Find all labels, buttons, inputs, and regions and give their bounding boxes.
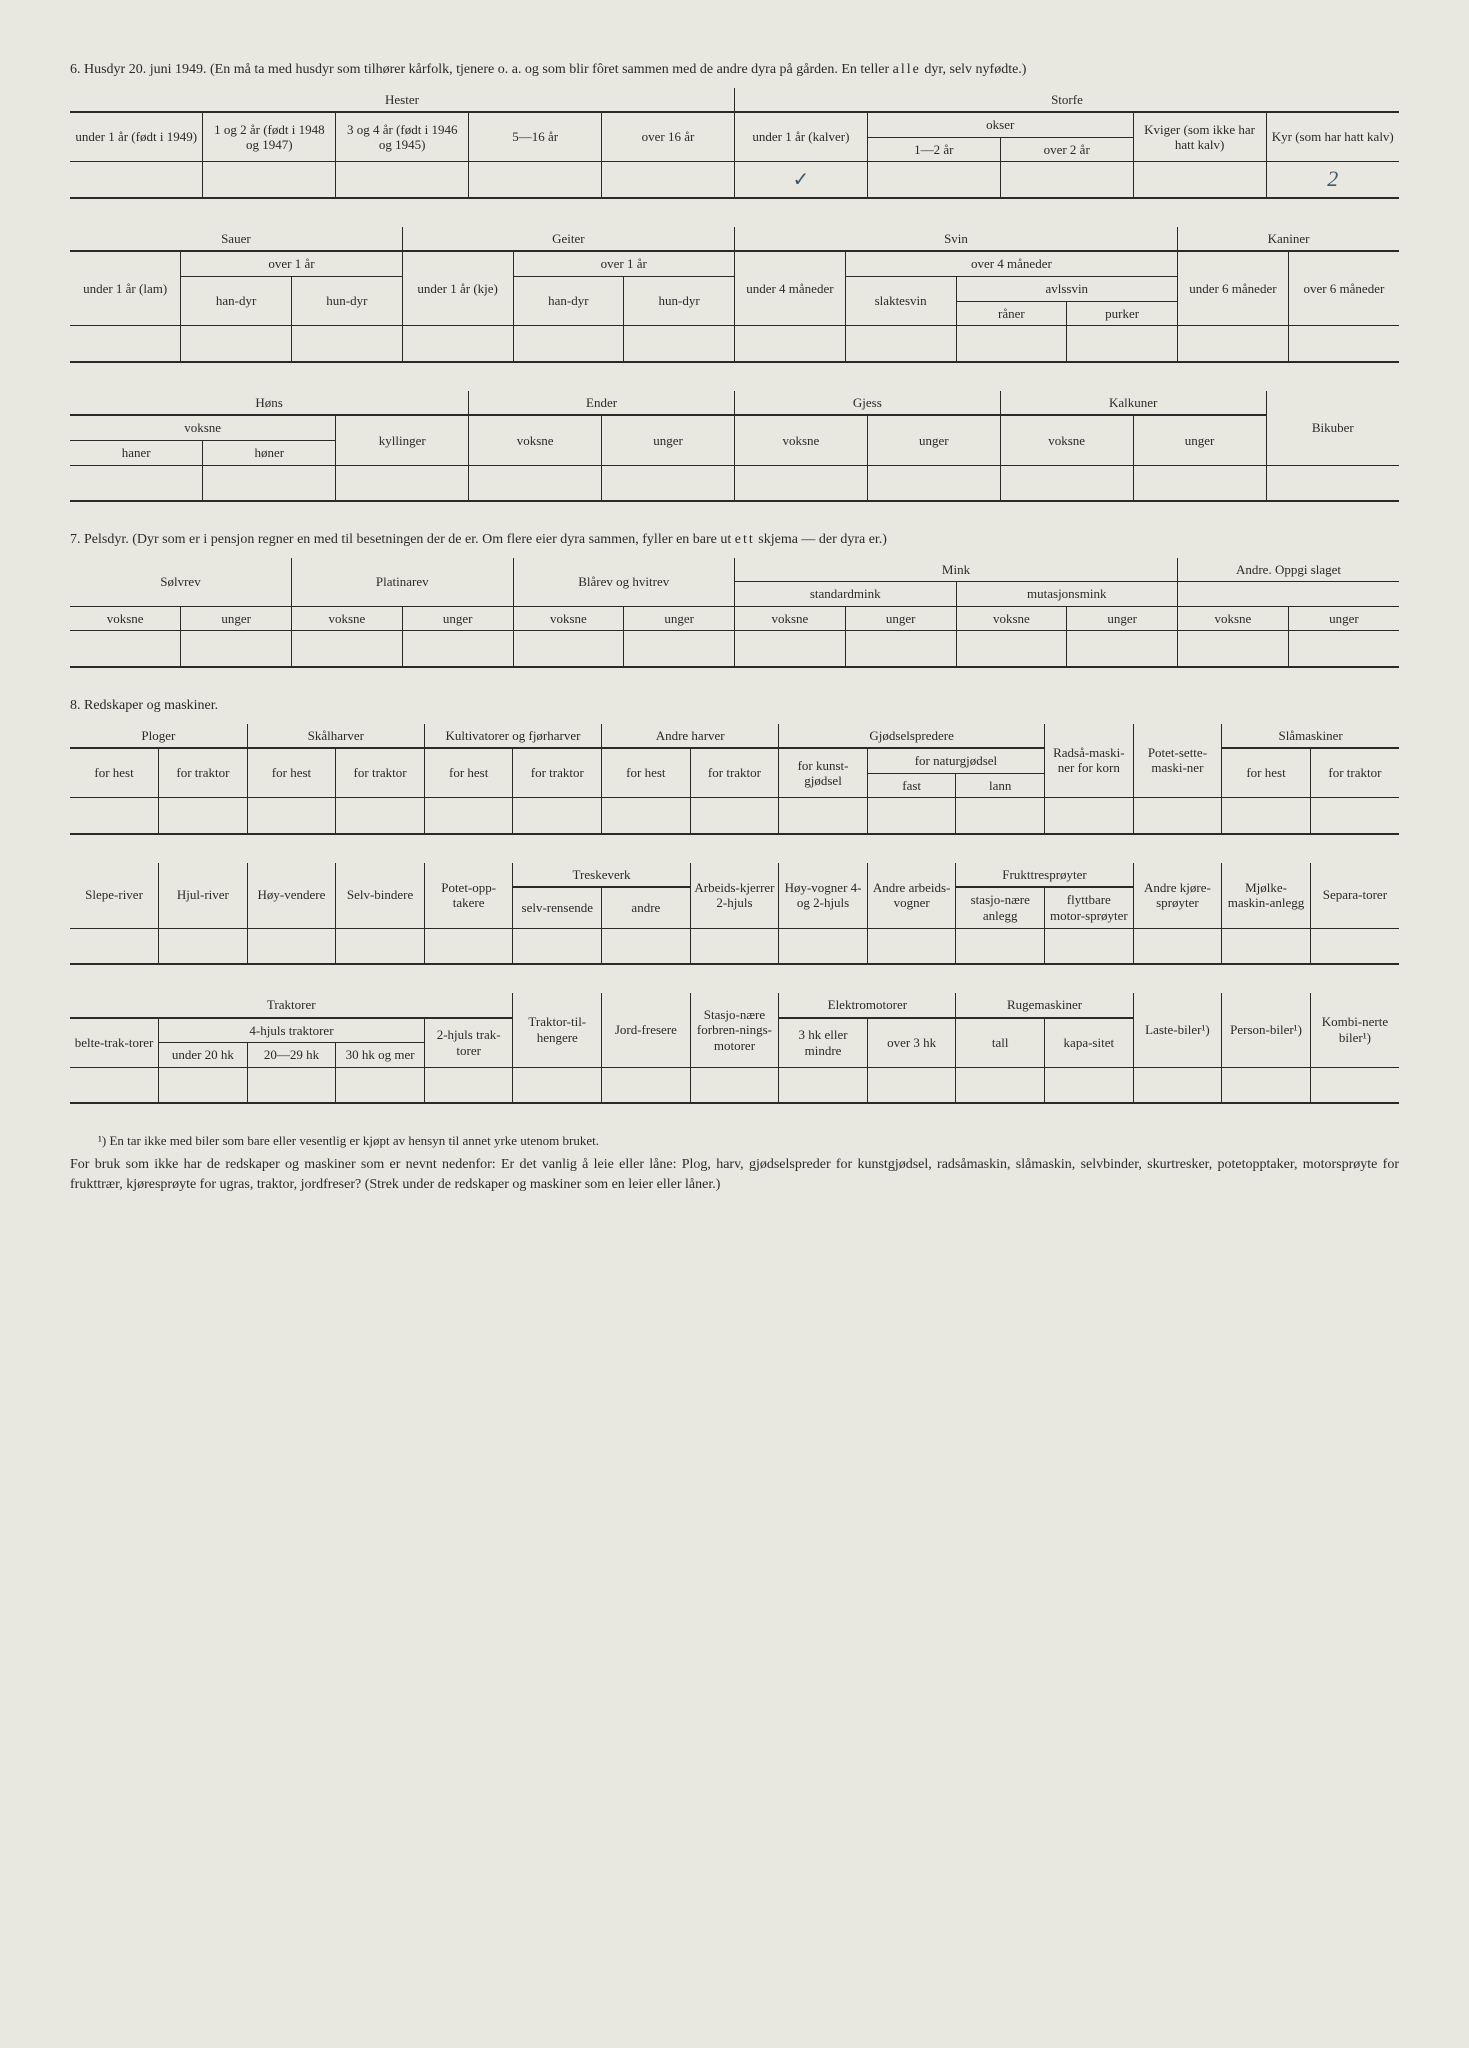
table-6b: Sauer Geiter Svin Kaniner under 1 år (la… <box>70 227 1399 363</box>
table-8a: Ploger Skålharver Kultivatorer og fjørha… <box>70 724 1399 835</box>
table-8c: Traktorer Traktor-til-hengere Jord-frese… <box>70 993 1399 1104</box>
tick-mark: ✓ <box>793 169 810 191</box>
footnote-1: ¹) En tar ikke med biler som bare eller … <box>70 1132 1399 1150</box>
storfe-header: Storfe <box>734 88 1399 113</box>
section6-heading: 6. Husdyr 20. juni 1949. (En må ta med h… <box>70 60 1399 80</box>
table-6c: Høns Ender Gjess Kalkuner Bikuber voksne… <box>70 391 1399 502</box>
hester-header: Hester <box>70 88 734 113</box>
table-6a-hester-storfe: Hester Storfe under 1 år (født i 1949) 1… <box>70 88 1399 199</box>
body-paragraph: For bruk som ikke har de redskaper og ma… <box>70 1155 1399 1196</box>
kyr-value: 2 <box>1327 166 1338 191</box>
section7-heading: 7. Pelsdyr. (Dyr som er i pensjon regner… <box>70 530 1399 550</box>
table-7-pelsdyr: Sølvrev Platinarev Blårev og hvitrev Min… <box>70 558 1399 668</box>
section8-heading: 8. Redskaper og maskiner. <box>70 696 1399 716</box>
table-8b: Slepe-river Hjul-river Høy-vendere Selv-… <box>70 863 1399 965</box>
